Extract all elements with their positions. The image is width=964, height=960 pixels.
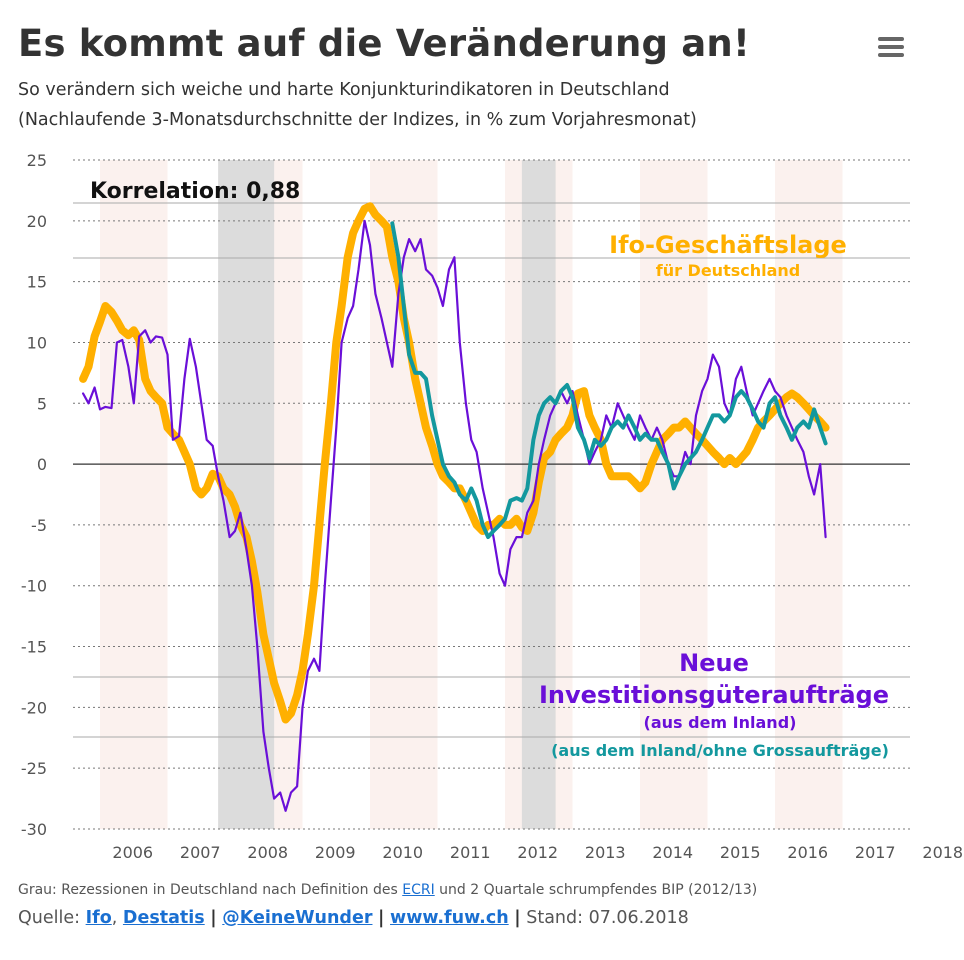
x-tick-label: 2011 <box>450 843 491 862</box>
y-tick-label: 10 <box>27 333 47 352</box>
source-separator: | <box>378 908 385 928</box>
y-tick-label: -20 <box>21 698 47 717</box>
x-tick-label: 2015 <box>720 843 761 862</box>
x-tick-label: 2008 <box>247 843 288 862</box>
fuw-link[interactable]: www.fuw.ch <box>390 908 509 928</box>
recession-shading <box>218 160 556 829</box>
reference-lines <box>73 202 910 738</box>
x-tick-label: 2009 <box>315 843 356 862</box>
source-comma: , <box>111 908 118 928</box>
subtitle-line-1: So verändern sich weiche und harte Konju… <box>18 80 670 100</box>
y-tick-label: -25 <box>21 759 47 778</box>
x-tick-label: 2018 <box>922 843 963 862</box>
year-band-2016 <box>775 160 843 829</box>
x-tick-label: 2010 <box>382 843 423 862</box>
year-band-2006 <box>100 160 168 829</box>
y-tick-label: -5 <box>31 516 47 535</box>
x-tick-label: 2013 <box>585 843 626 862</box>
source-label: Quelle: <box>18 908 81 928</box>
series-line-2 <box>390 221 828 540</box>
x-tick-label: 2017 <box>855 843 896 862</box>
investment-legend-title-2: Investitionsgüteraufträge <box>539 681 889 709</box>
series-line-0 <box>79 202 830 724</box>
series-lines <box>79 202 830 812</box>
y-tick-label: 20 <box>27 212 47 231</box>
destatis-link[interactable]: Destatis <box>122 908 205 928</box>
y-tick-label: 0 <box>37 455 47 474</box>
correlation-label: Korrelation: 0,88 <box>90 179 300 204</box>
source-line: Quelle: Ifo, Destatis | @KeineWunder | w… <box>18 908 689 928</box>
y-tick-label: 25 <box>27 151 47 170</box>
source-separator: | <box>514 908 521 928</box>
y-tick-label: -30 <box>21 820 47 839</box>
footer-note-text-2: und 2 Quartale schrumpfendes BIP (2012/1… <box>439 882 758 898</box>
investment-legend-subtitle-2: (aus dem Inland/ohne Grossaufträge) <box>551 741 889 760</box>
y-tick-label: 15 <box>27 273 47 292</box>
ifo-link[interactable]: Ifo <box>85 908 112 928</box>
year-band-2014 <box>640 160 708 829</box>
y-axis-labels: 25 20 15 10 5 0 -5 -10 -15 -20 -25 -30 <box>21 151 47 839</box>
page-title: Es kommt auf die Veränderung an! <box>18 22 751 65</box>
investment-legend-title-1: Neue <box>679 649 749 677</box>
y-tick-label: -10 <box>21 577 47 596</box>
ifo-legend-subtitle: für Deutschland <box>656 261 801 280</box>
year-band-2010 <box>370 160 438 829</box>
x-tick-label: 2016 <box>787 843 828 862</box>
keinewunder-link[interactable]: @KeineWunder <box>222 908 373 928</box>
y-tick-label: -15 <box>21 638 47 657</box>
hamburger-menu-icon[interactable] <box>874 30 908 64</box>
x-tick-label: 2014 <box>652 843 693 862</box>
x-tick-label: 2006 <box>112 843 153 862</box>
stand-date: Stand: 07.06.2018 <box>526 908 689 928</box>
ecri-link[interactable]: ECRI <box>402 882 435 898</box>
series-line-1 <box>82 219 827 812</box>
gridlines <box>73 159 910 830</box>
x-axis-labels: 2006 2007 2008 2009 2010 2011 2012 2013 2014 2015… <box>112 843 963 862</box>
footer-note: Grau: Rezessionen in Deutschland nach De… <box>18 882 757 898</box>
subtitle-line-2: (Nachlaufende 3-Monatsdurchschnitte der … <box>18 110 697 130</box>
y-tick-label: 5 <box>37 394 47 413</box>
x-tick-label: 2012 <box>517 843 558 862</box>
footer-note-text: Grau: Rezessionen in Deutschland nach De… <box>18 882 398 898</box>
investment-legend-subtitle-1: (aus dem Inland) <box>644 713 797 732</box>
ifo-legend-title: Ifo-Geschäftslage <box>609 231 847 259</box>
source-separator: | <box>210 908 217 928</box>
x-tick-label: 2007 <box>180 843 221 862</box>
